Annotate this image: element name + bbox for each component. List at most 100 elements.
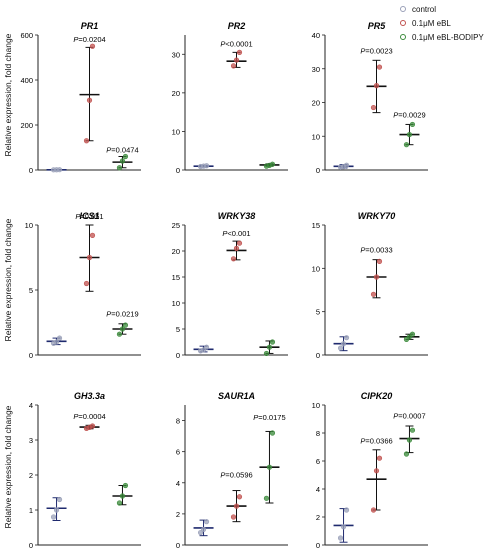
data-point [403, 451, 410, 457]
data-point [230, 514, 237, 520]
data-point [83, 138, 90, 144]
p-value-label: P=0.0004 [73, 412, 105, 421]
p-value-label: P=0.0474 [106, 145, 138, 154]
data-point [203, 163, 210, 169]
p-symbol: P [360, 245, 365, 254]
chart-panel: PR1 0 200 400 600 P=0.0204 P=0.0474 [20, 21, 141, 175]
y-tick-label: 20 [312, 99, 320, 108]
data-point [119, 158, 126, 164]
data-point [409, 427, 416, 433]
data-point [337, 535, 344, 541]
y-tick-label: 10 [172, 299, 180, 308]
data-point [370, 507, 377, 513]
data-point [56, 335, 63, 341]
chart-title: GH3.3a [74, 391, 105, 401]
y-tick-label: 5 [176, 325, 180, 334]
data-point [230, 63, 237, 69]
chart-title: SAUR1A [218, 391, 255, 401]
data-point [406, 437, 413, 443]
p-value-label: P=0.0007 [393, 411, 425, 420]
y-tick-label: 400 [20, 76, 33, 85]
y-tick-label: 4 [316, 485, 320, 494]
y-axis-label-row3: Relative expression, fold change [3, 405, 13, 529]
data-point [116, 165, 123, 171]
data-point [269, 430, 276, 436]
data-point [409, 331, 416, 337]
p-symbol: P [253, 413, 258, 422]
data-point [370, 104, 377, 111]
p-value-label: P<0.001 [222, 229, 250, 238]
p-value-label: P=0.0175 [253, 413, 285, 422]
chart-title: CIPK20 [361, 391, 393, 401]
data-point [340, 524, 347, 530]
data-point [203, 344, 210, 350]
data-point [56, 496, 63, 503]
y-tick-label: 8 [316, 429, 320, 438]
data-point [340, 341, 347, 347]
p-symbol: P [73, 412, 78, 421]
data-point [269, 339, 276, 345]
p-value-label: P=0.0029 [393, 110, 425, 119]
y-tick-label: 2 [176, 510, 180, 519]
data-point [230, 256, 237, 262]
data-point [343, 162, 350, 168]
data-point [406, 131, 413, 138]
p-value-label: P=0.0366 [360, 437, 392, 446]
p-value-label: P=0.0204 [73, 35, 105, 44]
y-tick-label: 0 [176, 351, 180, 360]
data-point [89, 423, 96, 429]
p-symbol: P [106, 310, 111, 319]
data-point [376, 455, 383, 461]
chart-panel: PR2 0 10 20 30 P<0.0001 [172, 21, 288, 175]
data-point [376, 64, 383, 70]
y-tick-label: 30 [312, 65, 320, 74]
data-point [373, 274, 380, 280]
chart-panel: ICS1 0 5 10 P=0.051 P=0.0219 [25, 211, 141, 360]
chart-title: WRKY70 [358, 211, 396, 221]
y-tick-label: 15 [312, 221, 320, 230]
data-point [343, 507, 350, 513]
p-symbol: P [75, 212, 80, 221]
data-point [83, 280, 90, 287]
data-point [53, 507, 60, 513]
data-point [373, 83, 380, 89]
data-point [53, 339, 60, 345]
p-value-label: P=0.0596 [220, 471, 252, 480]
y-tick-label: 40 [312, 31, 320, 40]
data-point [119, 493, 126, 499]
chart-panel: CIPK20 0 2 4 6 8 10 P=0.0366 P=0.0007 [312, 391, 428, 550]
chart-title: PR2 [228, 21, 246, 31]
p-value-label: P=0.0033 [360, 245, 392, 254]
data-point [233, 503, 240, 509]
data-point [200, 526, 207, 533]
p-symbol: P [106, 145, 111, 154]
data-point [122, 322, 129, 328]
chart-title: PR5 [368, 21, 387, 31]
data-point [266, 344, 273, 350]
data-point [236, 494, 243, 500]
data-point [122, 153, 129, 160]
chart-title: PR1 [81, 21, 99, 31]
y-tick-label: 10 [312, 264, 320, 273]
data-point [89, 43, 96, 49]
p-symbol: P [393, 411, 398, 420]
y-tick-label: 8 [176, 417, 180, 426]
y-tick-label: 10 [25, 221, 33, 230]
data-point [370, 291, 377, 297]
p-symbol: P [73, 35, 78, 44]
data-point [197, 529, 204, 536]
y-tick-label: 15 [172, 273, 180, 282]
y-tick-label: 0 [29, 351, 33, 360]
y-tick-label: 1 [29, 506, 33, 515]
y-tick-label: 2 [29, 471, 33, 480]
p-symbol: P [220, 40, 225, 49]
y-tick-label: 6 [176, 448, 180, 457]
chart-panel: WRKY38 0 5 10 15 20 25 P<0.001 [172, 211, 288, 360]
y-tick-label: 0 [176, 166, 180, 175]
legend-marker [400, 20, 406, 26]
data-point [403, 142, 410, 148]
p-value-label: P=0.051 [75, 212, 103, 221]
p-value-label: P=0.0023 [360, 46, 392, 55]
